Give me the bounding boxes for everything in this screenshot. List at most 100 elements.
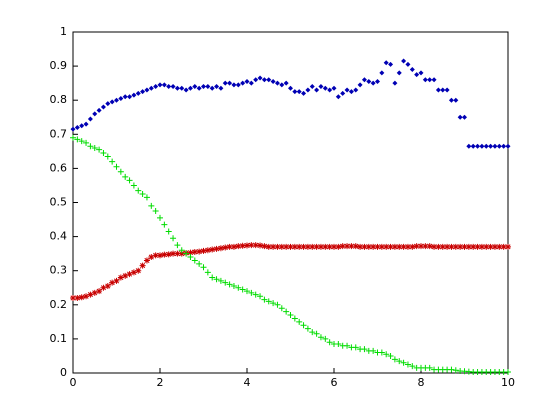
point: [191, 248, 198, 255]
point: [401, 58, 407, 64]
point: [475, 143, 481, 149]
point: [239, 242, 246, 249]
y-tick-label: 0.3: [50, 264, 68, 277]
point: [426, 243, 433, 250]
point: [170, 250, 177, 257]
point: [326, 243, 333, 250]
point: [357, 82, 363, 88]
point: [500, 243, 507, 250]
point: [257, 293, 264, 300]
point: [148, 85, 154, 91]
point: [187, 254, 194, 261]
point: [322, 85, 328, 91]
point: [448, 243, 455, 250]
point: [374, 243, 381, 250]
point: [148, 254, 155, 261]
point: [426, 364, 433, 371]
point: [470, 243, 477, 250]
point: [265, 298, 272, 305]
point: [248, 289, 255, 296]
point: [217, 245, 224, 252]
point: [339, 243, 346, 250]
point: [166, 84, 172, 90]
point: [361, 346, 368, 353]
point: [309, 243, 316, 250]
point: [370, 243, 377, 250]
point: [204, 269, 211, 276]
point: [213, 245, 220, 252]
point: [301, 90, 307, 96]
point: [283, 80, 289, 86]
point: [491, 243, 498, 250]
point: [270, 78, 276, 84]
point: [422, 77, 428, 83]
point: [483, 143, 489, 149]
point: [70, 126, 76, 132]
point: [78, 138, 85, 145]
point: [296, 89, 302, 95]
point: [187, 85, 193, 91]
y-tick-label: 0.7: [50, 127, 68, 140]
point: [283, 308, 290, 315]
point: [217, 277, 224, 284]
y-tick-label: 0.6: [50, 161, 68, 174]
point: [109, 158, 116, 165]
point: [365, 243, 372, 250]
point: [235, 82, 241, 88]
point: [113, 163, 120, 170]
point: [244, 242, 250, 249]
point: [283, 243, 290, 250]
point: [474, 243, 481, 250]
point: [152, 208, 159, 215]
x-tick-label: 2: [157, 376, 164, 389]
point: [478, 243, 485, 250]
point: [357, 243, 364, 250]
point: [409, 243, 416, 250]
point: [292, 89, 298, 95]
point: [222, 80, 228, 86]
point: [388, 61, 394, 67]
point: [466, 143, 472, 149]
point: [304, 243, 311, 250]
point: [404, 361, 411, 368]
point: [70, 294, 76, 301]
point: [296, 243, 303, 250]
point: [352, 243, 359, 250]
point: [300, 243, 307, 250]
point: [253, 77, 259, 83]
point: [187, 249, 194, 256]
point: [196, 260, 203, 267]
point: [309, 84, 315, 90]
point: [209, 274, 216, 281]
point: [387, 243, 394, 250]
point: [496, 243, 503, 250]
point: [109, 279, 116, 286]
point: [439, 243, 446, 250]
point: [400, 359, 407, 366]
point: [492, 143, 498, 149]
y-tick-label: 0: [60, 366, 67, 379]
point: [131, 92, 137, 98]
point: [183, 87, 189, 93]
point: [257, 242, 264, 249]
point: [344, 243, 351, 250]
point: [139, 190, 146, 197]
point: [130, 269, 137, 276]
point: [379, 70, 385, 76]
point: [348, 243, 355, 250]
point: [226, 281, 233, 288]
point: [126, 177, 133, 184]
point: [70, 134, 76, 141]
y-tick-label: 0.8: [50, 93, 68, 106]
point: [261, 243, 268, 250]
point: [505, 243, 511, 250]
point: [205, 84, 211, 90]
point: [422, 243, 429, 250]
point: [165, 228, 172, 235]
point: [496, 143, 502, 149]
point: [309, 329, 316, 336]
point: [248, 80, 254, 86]
point: [174, 242, 181, 249]
point: [257, 75, 263, 81]
